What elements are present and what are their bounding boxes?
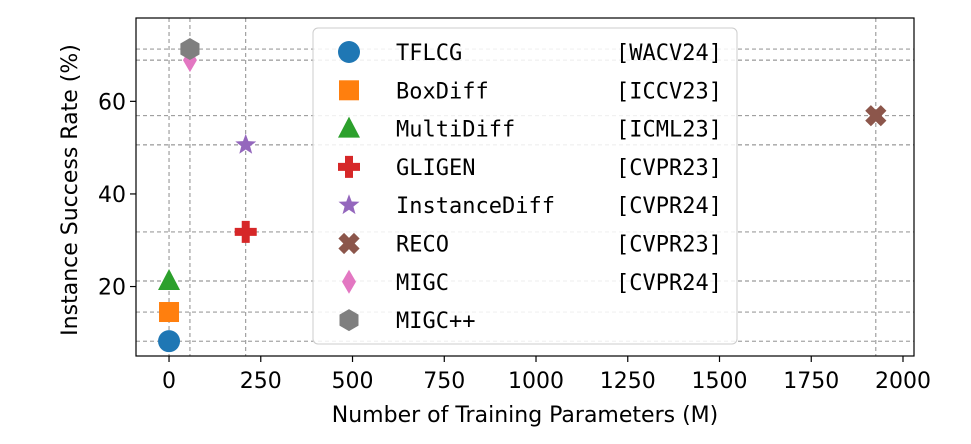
legend-box	[312, 27, 738, 345]
legend-marker-multidiff	[338, 116, 360, 138]
x-tick-label: 750	[423, 369, 465, 394]
data-point-gligen	[234, 220, 257, 243]
plot-frame	[135, 17, 915, 357]
x-tick-label: 500	[332, 369, 374, 394]
data-point-instancediff	[235, 133, 257, 154]
legend-marker-instancediff	[338, 194, 360, 215]
x-tick-label: 1250	[600, 369, 656, 394]
legend-venue: [CVPR24]	[616, 271, 722, 296]
y-tick-label: 60	[98, 90, 126, 115]
legend-marker-migc	[342, 269, 356, 294]
y-tick-label: 20	[98, 276, 126, 301]
data-points	[158, 38, 887, 353]
data-point-reco	[865, 105, 887, 127]
x-tick-label: 1000	[508, 369, 564, 394]
x-axis-ticks: 0 250 500 750 1000 1250 1500 1750 2000	[162, 356, 931, 394]
legend-venue: [ICML23]	[616, 118, 722, 143]
legend-marker-boxdiff	[339, 80, 359, 101]
legend-venue: [CVPR23]	[616, 156, 722, 181]
legend-venue: [ICCV23]	[616, 79, 722, 104]
legend-venue: [CVPR23]	[616, 233, 722, 258]
data-point-boxdiff	[159, 302, 180, 323]
legend-label: MIGC++	[396, 309, 475, 334]
y-tick-label: 40	[98, 183, 126, 208]
data-point-migcplusplus	[180, 38, 200, 60]
data-point-multidiff	[158, 268, 181, 290]
x-tick-label: 1750	[783, 369, 839, 394]
y-axis-ticks: 20 40 60	[98, 90, 136, 301]
legend-marker-reco	[338, 232, 360, 255]
legend-marker-migcplusplus	[339, 309, 359, 332]
legend-label: MultiDiff	[396, 118, 515, 143]
legend-label: GLIGEN	[396, 156, 475, 181]
x-tick-label: 2000	[875, 369, 931, 394]
legend-label: MIGC	[396, 271, 449, 296]
data-point-tflcg	[158, 330, 181, 353]
x-tick-label: 1500	[692, 369, 748, 394]
legend-venue: [CVPR24]	[616, 194, 722, 219]
legend-label: BoxDiff	[396, 79, 489, 104]
legend-label: InstanceDiff	[396, 194, 555, 219]
legend-label: TFLCG	[396, 41, 462, 66]
legend-label: RECO	[396, 233, 449, 258]
legend-marker-gligen	[338, 155, 360, 178]
x-tick-label: 250	[240, 369, 282, 394]
legend-marker-tflcg	[338, 41, 360, 63]
x-axis-label: Number of Training Parameters (M)	[332, 403, 718, 428]
x-tick-label: 0	[162, 369, 176, 394]
legend: TFLCG [WACV24] BoxDiff [ICCV23] MultiDiff [IC…	[312, 27, 738, 345]
legend-venue: [WACV24]	[616, 41, 722, 66]
y-axis-label: Instance Success Rate (%)	[58, 44, 83, 336]
